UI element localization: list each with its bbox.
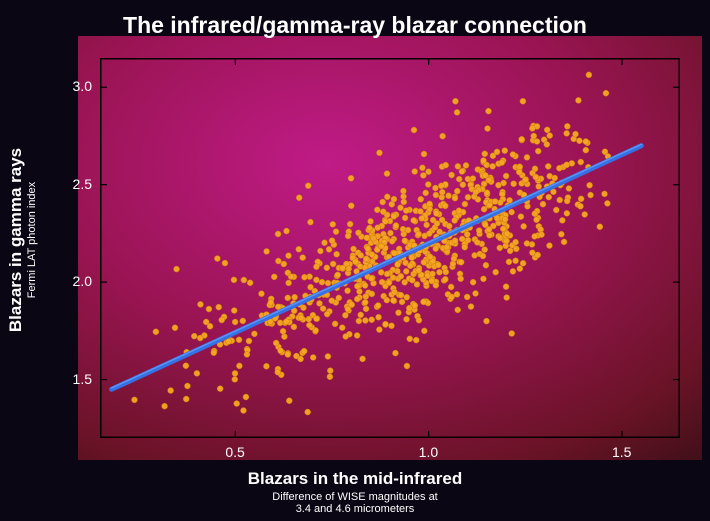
x-tick-label: 0.5 bbox=[225, 444, 244, 460]
x-axis-sublabel: Difference of WISE magnitudes at3.4 and … bbox=[0, 491, 710, 515]
chart-root: The infrared/gamma-ray blazar connection… bbox=[0, 0, 710, 521]
y-tick-label: 1.5 bbox=[73, 371, 92, 387]
scatter-series bbox=[131, 72, 610, 415]
x-tick-label: 1.5 bbox=[612, 444, 631, 460]
plot-frame bbox=[101, 59, 680, 438]
y-tick-label: 3.0 bbox=[73, 78, 92, 94]
y-tick-label: 2.0 bbox=[73, 273, 92, 289]
x-axis-label: Blazars in the mid-infrared bbox=[0, 469, 710, 489]
y-tick-label: 2.5 bbox=[73, 176, 92, 192]
trendline bbox=[112, 146, 642, 390]
plot-area bbox=[100, 58, 680, 438]
y-axis-sublabel: Fermi LAT photon index bbox=[26, 140, 38, 340]
x-tick-label: 1.0 bbox=[419, 444, 438, 460]
axis-ticks bbox=[100, 58, 680, 438]
chart-title: The infrared/gamma-ray blazar connection bbox=[0, 12, 710, 39]
y-axis-label: Blazars in gamma rays bbox=[6, 80, 26, 400]
